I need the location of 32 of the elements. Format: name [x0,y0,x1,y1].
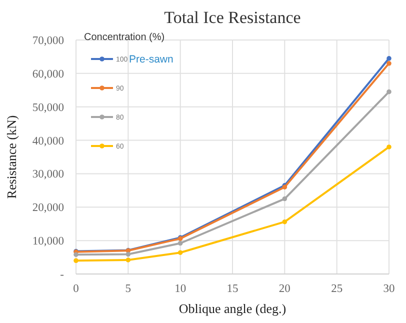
point [178,240,183,246]
point [386,89,392,94]
y-tick-label: 50,000 [32,102,64,114]
point [282,196,288,202]
y-tick-label: 60,000 [32,68,64,80]
x-tick-label: 5 [125,283,132,295]
x-axis-title: Oblique angle (deg.) [178,301,286,316]
legend-title: Concentration (%) [84,32,165,43]
point [386,61,392,66]
x-tick-label: 0 [73,283,80,295]
y-tick-label: 20,000 [32,202,64,214]
point [386,144,392,150]
y-tick-label: 30,000 [32,168,64,181]
x-tick-label: 15 [226,283,238,295]
annotation: Pre-sawn [129,54,174,66]
point [126,252,131,257]
y-tick-label: 70,000 [32,35,64,48]
y-tick-label: - [60,269,64,282]
chart-title: Total Ice Resistance [164,8,301,27]
x-tick-label: 10 [174,283,186,295]
y-axis-title: Resistance (kN) [4,115,19,199]
point [282,219,288,224]
point [178,250,183,255]
x-tick-label: 20 [278,283,291,295]
y-tick-label: 40,000 [32,135,64,148]
point [74,258,78,264]
point [126,258,131,262]
y-tick-label: 10,000 [32,236,64,248]
point [386,56,392,61]
point [74,252,78,257]
x-tick-label: 25 [331,283,343,295]
x-tick-label: 30 [383,283,395,295]
